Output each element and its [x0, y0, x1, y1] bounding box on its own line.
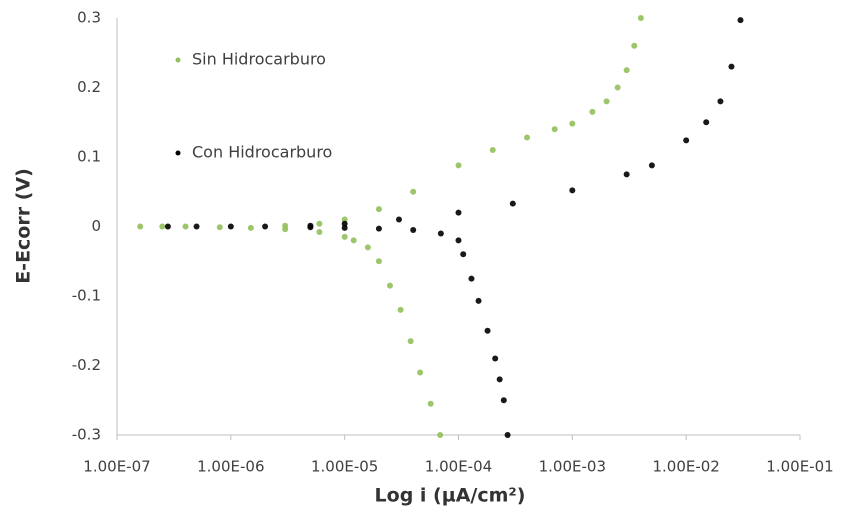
data-point: [410, 226, 417, 233]
data-point: [737, 17, 744, 24]
data-point: [589, 108, 596, 115]
legend-marker: [175, 150, 181, 156]
x-tick-label: 1.00E-07: [83, 458, 150, 476]
y-tick-label: 0.2: [77, 78, 101, 96]
data-point: [569, 120, 576, 127]
x-tick-label: 1.00E-05: [311, 458, 378, 476]
y-tick-label: 0: [91, 217, 101, 235]
data-point: [683, 137, 690, 144]
x-tick-label: 1.00E-02: [652, 458, 719, 476]
y-tick-label: 0.1: [77, 148, 101, 166]
data-point: [504, 432, 511, 438]
data-point: [341, 216, 348, 223]
data-point: [614, 84, 621, 91]
data-point: [427, 400, 434, 407]
data-point: [703, 119, 710, 126]
data-point: [386, 282, 393, 289]
x-tick-label: 1.00E-04: [425, 458, 492, 476]
data-point: [407, 338, 414, 345]
y-axis-title: E-Ecorr (V): [13, 168, 35, 284]
data-point: [475, 297, 482, 304]
x-tick-label: 1.00E-01: [766, 458, 833, 476]
data-point: [316, 220, 323, 227]
legend-label: Con Hidrocarburo: [192, 143, 332, 162]
data-point: [397, 306, 404, 313]
data-point: [375, 206, 382, 213]
y-tick-label: -0.3: [72, 426, 101, 444]
data-point: [455, 237, 462, 244]
data-point: [137, 223, 144, 230]
x-tick-label: 1.00E-03: [539, 458, 606, 476]
data-point: [460, 251, 467, 258]
data-point: [524, 134, 531, 141]
data-point: [623, 67, 630, 74]
y-tick-label: -0.1: [72, 287, 101, 305]
data-point: [182, 223, 189, 230]
data-point: [484, 327, 491, 334]
data-point: [648, 162, 655, 169]
data-point: [437, 230, 444, 237]
data-point: [307, 222, 314, 229]
y-tick-label: 0.3: [77, 9, 101, 27]
data-point: [492, 355, 499, 362]
data-point: [227, 223, 234, 230]
data-point: [247, 224, 254, 231]
x-axis-title: Log i (µA/cm²): [375, 485, 526, 507]
data-point: [717, 98, 724, 105]
data-point: [410, 188, 417, 195]
x-tick-label: 1.00E-06: [197, 458, 264, 476]
data-point: [623, 171, 630, 178]
data-point: [164, 223, 171, 230]
data-point: [316, 229, 323, 236]
data-point: [375, 258, 382, 265]
data-point: [631, 42, 638, 49]
y-tick-label: -0.2: [72, 356, 101, 374]
data-point: [395, 216, 402, 223]
data-point: [468, 275, 475, 282]
data-point: [417, 369, 424, 376]
data-point: [341, 220, 348, 227]
data-point: [455, 162, 462, 169]
data-point: [637, 15, 644, 21]
data-point: [262, 223, 269, 230]
data-point: [341, 224, 348, 231]
data-point: [216, 224, 223, 231]
data-point: [341, 233, 348, 240]
data-point: [569, 187, 576, 194]
data-point: [437, 432, 444, 438]
data-point: [159, 223, 166, 230]
legend-label: Sin Hidrocarburo: [192, 50, 326, 69]
data-point: [364, 244, 371, 251]
data-point: [551, 126, 558, 133]
data-point: [375, 225, 382, 232]
data-point: [350, 237, 357, 244]
data-point: [282, 222, 289, 229]
data-point: [509, 200, 516, 207]
data-point: [455, 209, 462, 216]
data-point: [603, 98, 610, 105]
data-point: [193, 223, 200, 230]
data-point: [496, 376, 503, 383]
legend-marker: [175, 57, 181, 63]
data-point: [500, 397, 507, 404]
data-point: [728, 63, 735, 70]
data-point: [489, 147, 496, 154]
